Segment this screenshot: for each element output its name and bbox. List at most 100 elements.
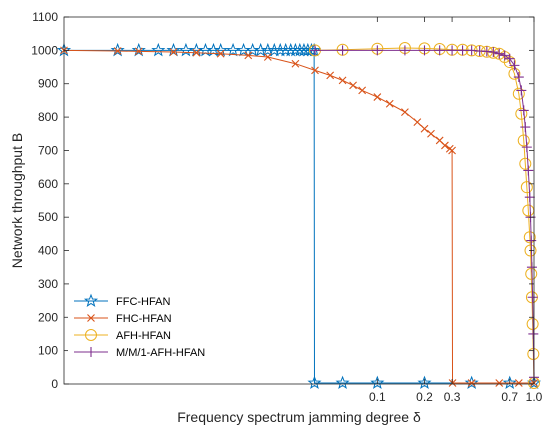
series-3 — [308, 42, 540, 389]
data-point — [192, 48, 201, 57]
legend-entry: FHC-HFAN — [74, 313, 172, 325]
data-point — [517, 134, 530, 147]
data-point — [189, 42, 204, 57]
data-point — [110, 42, 125, 57]
data-point — [526, 262, 537, 273]
y-axis-label: Network throughput B — [9, 133, 25, 268]
data-point — [504, 53, 515, 64]
data-point — [524, 192, 535, 203]
plot-frame — [63, 16, 535, 385]
x-tick-label: 0.1 — [369, 390, 386, 404]
data-point — [520, 181, 533, 194]
data-point — [499, 50, 510, 61]
series-layer — [56, 42, 542, 390]
data-point — [502, 375, 517, 390]
data-point — [370, 375, 385, 390]
y-tick-label: 400 — [38, 244, 58, 258]
y-tick-label: 200 — [38, 310, 58, 324]
data-point — [373, 93, 382, 101]
data-point — [401, 108, 409, 116]
data-point — [226, 42, 241, 57]
data-point — [526, 235, 537, 246]
data-point — [509, 60, 520, 71]
data-point — [524, 244, 537, 257]
data-point — [169, 48, 178, 56]
data-point — [326, 71, 335, 80]
data-point — [515, 107, 528, 120]
data-point — [399, 45, 410, 56]
data-point — [337, 45, 348, 56]
data-point — [466, 45, 477, 56]
data-point — [263, 53, 272, 61]
data-point — [513, 72, 524, 83]
data-point — [151, 42, 166, 57]
y-tick-label: 1100 — [32, 10, 58, 24]
data-point — [427, 129, 435, 138]
data-point — [464, 375, 479, 390]
axes-layer: 0 100 200 300 400 500 600 700 800 900 1000 1100 0.1 0… — [31, 10, 542, 404]
x-tick-label: 0.2 — [416, 390, 433, 404]
y-tick-label: 500 — [38, 210, 58, 224]
data-point — [372, 45, 383, 56]
data-point — [307, 375, 322, 390]
legend-entry: FFC-HFAN — [74, 293, 170, 308]
data-point — [514, 379, 523, 387]
y-tick-label: 1000 — [31, 43, 58, 57]
legend-label: FFC-HFAN — [116, 296, 170, 308]
series-line — [314, 47, 535, 384]
data-point — [417, 375, 432, 390]
series-2 — [60, 46, 538, 387]
data-point — [420, 124, 429, 133]
data-point — [113, 47, 122, 55]
data-point — [519, 157, 532, 170]
data-point — [335, 375, 350, 390]
data-point — [413, 118, 422, 126]
data-point — [520, 122, 531, 133]
data-point — [488, 47, 499, 58]
series-line — [314, 49, 535, 378]
data-point — [526, 375, 542, 390]
legend-label: M/M/1-AFH-HFAN — [116, 347, 205, 359]
data-point — [216, 49, 225, 58]
data-point — [447, 45, 458, 56]
x-tick-label: 0.3 — [444, 390, 461, 404]
data-point — [134, 47, 143, 56]
y-tick-label: 900 — [38, 77, 58, 91]
data-point — [441, 141, 449, 150]
data-point — [309, 45, 320, 56]
legend-marker — [87, 314, 95, 322]
data-point — [291, 59, 300, 68]
data-point — [448, 379, 457, 387]
data-point — [311, 66, 319, 75]
legend-box — [68, 290, 248, 362]
legend-marker — [83, 293, 99, 308]
data-point — [213, 42, 228, 57]
data-point — [528, 328, 539, 339]
data-point — [516, 85, 527, 96]
y-tick-label: 800 — [38, 110, 58, 124]
data-point — [467, 379, 476, 387]
x-axis-label: Frequency spectrum jamming degree δ — [177, 409, 421, 425]
series-1 — [56, 42, 542, 390]
x-tick-label: 1.0 — [526, 390, 543, 404]
data-point — [527, 292, 538, 303]
legend-marker — [85, 329, 97, 341]
data-point — [349, 81, 357, 90]
data-point — [523, 165, 534, 176]
x-tick-label: 0.7 — [501, 390, 518, 404]
data-point — [434, 45, 445, 56]
data-point — [495, 379, 504, 387]
legend-label: AFH-HFAN — [116, 330, 171, 342]
y-tick-label: 100 — [38, 344, 58, 358]
data-point — [494, 48, 505, 59]
y-tick-label: 0 — [51, 377, 58, 391]
legend-entry: M/M/1-AFH-HFAN — [74, 347, 205, 359]
data-point — [178, 42, 193, 57]
legend-entry: AFH-HFAN — [74, 329, 171, 342]
data-point — [244, 51, 253, 60]
y-tick-label: 300 — [38, 277, 58, 291]
data-point — [523, 231, 536, 244]
data-point — [512, 87, 525, 100]
